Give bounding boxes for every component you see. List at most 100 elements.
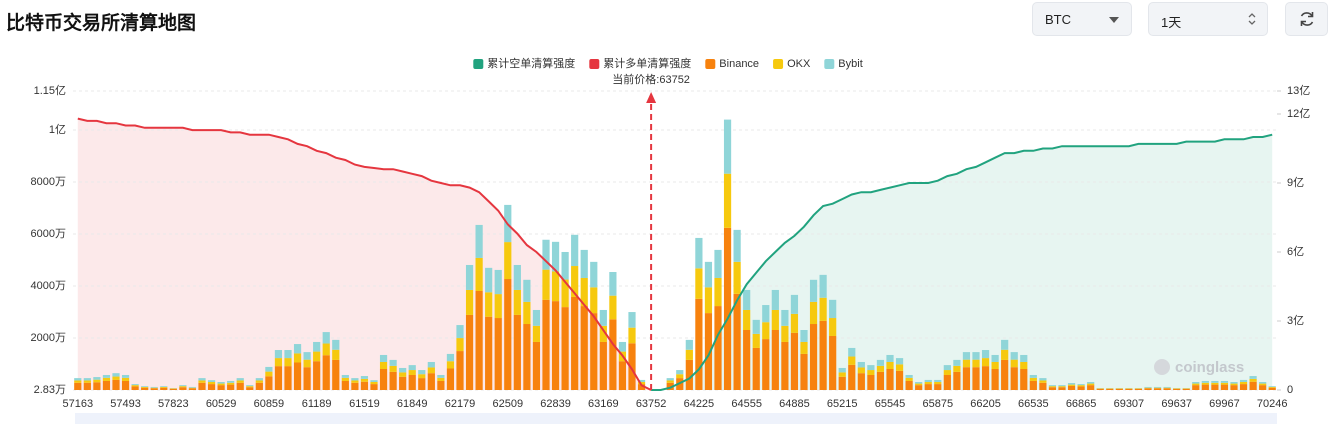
bar: [991, 354, 999, 362]
y-tick-label: 6000万: [31, 228, 66, 240]
bar: [475, 224, 483, 258]
bar: [800, 353, 808, 390]
x-tick-label: 64555: [731, 398, 762, 410]
symbol-select[interactable]: BTC: [1032, 2, 1132, 36]
bar: [485, 267, 493, 293]
bar: [399, 372, 407, 377]
y-tick-label: 8000万: [31, 176, 66, 188]
bar: [227, 384, 235, 390]
x-tick-label: 69637: [1161, 398, 1192, 410]
bar: [1125, 388, 1133, 389]
bar: [943, 365, 951, 371]
bar: [857, 367, 865, 374]
bar: [418, 374, 426, 379]
y2-tick-label: 6亿: [1287, 245, 1304, 258]
bar: [1010, 367, 1018, 390]
bar: [972, 359, 980, 368]
x-tick-label: 62179: [445, 398, 476, 410]
bar: [370, 382, 378, 385]
bar: [274, 366, 283, 390]
interval-select[interactable]: 1天: [1148, 2, 1268, 36]
line: [651, 133, 1273, 391]
bar: [523, 279, 531, 302]
bar: [389, 365, 397, 372]
bar: [771, 309, 779, 330]
legend-label: Binance: [719, 58, 759, 70]
x-tick-label: 57493: [110, 398, 141, 410]
bar: [743, 329, 751, 390]
bar: [714, 306, 722, 390]
bar: [207, 382, 216, 385]
bar: [1077, 385, 1085, 387]
bar: [1020, 369, 1028, 390]
bar: [733, 261, 741, 294]
bar: [1268, 387, 1276, 390]
bar: [1020, 361, 1028, 370]
bar: [236, 380, 244, 383]
y2-tick-label: 12亿: [1287, 107, 1310, 120]
scroll-band: [75, 413, 1277, 424]
bar: [494, 294, 502, 319]
bar: [551, 301, 560, 390]
bar: [1192, 382, 1200, 384]
y2-tick-label: 3亿: [1287, 314, 1304, 327]
bar: [360, 378, 369, 382]
bar: [179, 385, 187, 387]
bar: [217, 385, 225, 390]
bar: [1220, 380, 1229, 383]
legend-label: Bybit: [838, 58, 862, 70]
bar: [121, 377, 130, 381]
x-tick-label: 65545: [875, 398, 906, 410]
x-tick-label: 57163: [62, 398, 93, 410]
bar: [112, 379, 120, 390]
x-tick-label: 57823: [158, 398, 189, 410]
bar: [1039, 382, 1047, 390]
bar: [618, 341, 627, 352]
bar: [1106, 388, 1114, 390]
bar: [379, 354, 388, 362]
bar: [341, 380, 349, 390]
bar: [1268, 386, 1276, 387]
bar: [915, 383, 923, 386]
bar: [389, 359, 397, 366]
bar: [542, 299, 550, 390]
bar: [121, 380, 130, 390]
bar: [112, 373, 120, 377]
bar: [1010, 359, 1018, 368]
bar: [1201, 382, 1209, 385]
bar: [255, 378, 263, 381]
bar: [1087, 382, 1095, 384]
bar: [895, 364, 904, 371]
bar: [551, 271, 560, 302]
bar: [303, 367, 311, 390]
bar: [1192, 383, 1200, 386]
bar: [93, 379, 101, 383]
bar: [160, 386, 168, 387]
bar: [217, 383, 225, 386]
bar: [609, 295, 617, 320]
legend-swatch: [773, 59, 784, 69]
bar: [571, 266, 579, 297]
watermark: coinglass: [1175, 359, 1244, 376]
bar: [532, 325, 541, 342]
bar: [1249, 378, 1257, 382]
bar: [1211, 382, 1219, 385]
bar: [953, 365, 961, 372]
bar: [580, 306, 588, 390]
bar: [465, 314, 474, 390]
bar: [93, 377, 101, 380]
bar: [188, 386, 197, 388]
bar: [1134, 388, 1143, 389]
bar: [504, 242, 512, 280]
bar: [848, 364, 856, 390]
bar: [685, 349, 693, 360]
x-tick-label: 70246: [1257, 398, 1288, 410]
bar: [704, 261, 713, 288]
bar: [857, 361, 865, 368]
bar: [513, 314, 521, 390]
bar: [981, 366, 990, 390]
bar: [953, 359, 961, 366]
bar: [876, 359, 885, 366]
x-tick-label: 64225: [684, 398, 715, 410]
bar: [561, 307, 569, 390]
